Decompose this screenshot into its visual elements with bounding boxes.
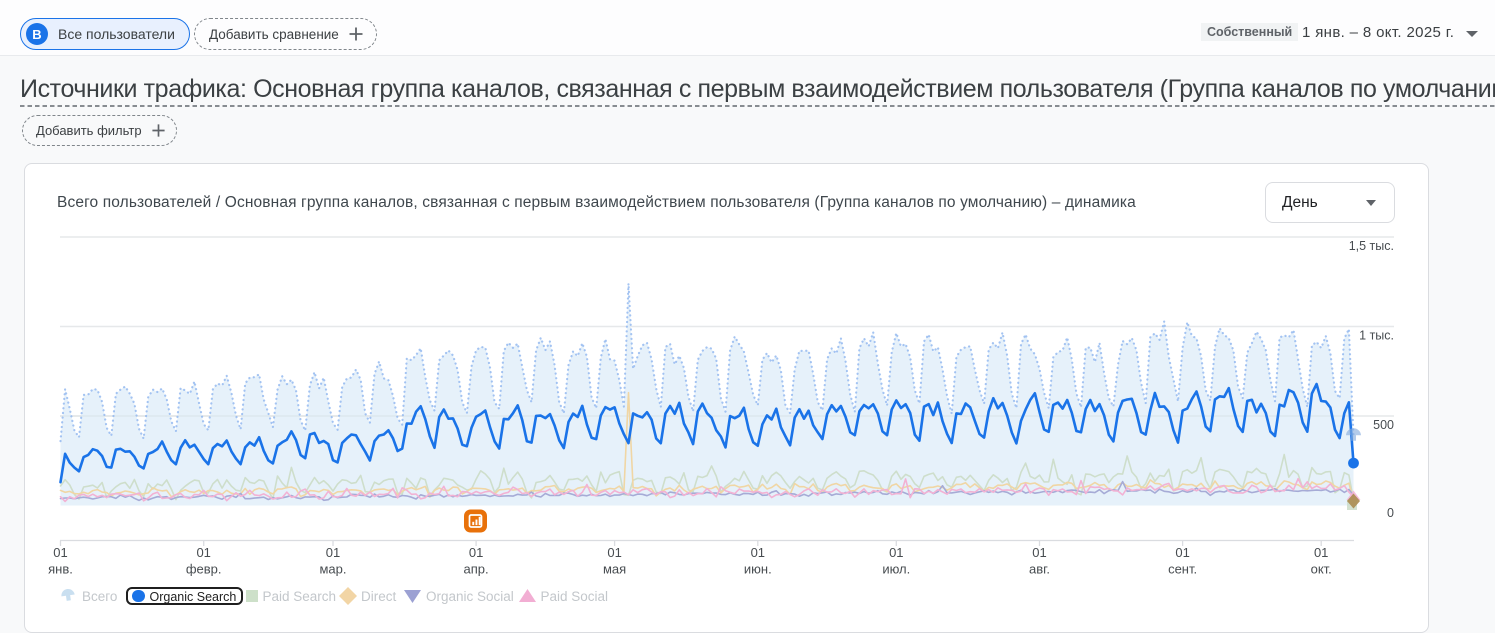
svg-text:01: 01 <box>196 545 210 560</box>
svg-text:авг.: авг. <box>1029 562 1050 577</box>
svg-text:сент.: сент. <box>1168 562 1197 577</box>
svg-text:апр.: апр. <box>464 562 489 577</box>
svg-text:01: 01 <box>607 545 621 560</box>
svg-text:июл.: июл. <box>882 562 910 577</box>
svg-text:окт.: окт. <box>1311 562 1332 577</box>
svg-text:01: 01 <box>889 545 903 560</box>
svg-text:01: 01 <box>1175 545 1189 560</box>
svg-text:1,5 тыс.: 1,5 тыс. <box>1349 239 1394 253</box>
svg-text:01: 01 <box>1032 545 1046 560</box>
svg-text:01: 01 <box>53 545 67 560</box>
svg-text:01: 01 <box>751 545 765 560</box>
svg-text:01: 01 <box>1314 545 1328 560</box>
svg-text:0: 0 <box>1387 506 1394 520</box>
svg-text:февр.: февр. <box>186 562 222 577</box>
svg-text:01: 01 <box>326 545 340 560</box>
svg-text:мар.: мар. <box>319 562 346 577</box>
svg-text:500: 500 <box>1373 418 1394 432</box>
svg-text:мая: мая <box>603 562 626 577</box>
svg-text:01: 01 <box>469 545 483 560</box>
svg-text:янв.: янв. <box>48 562 73 577</box>
svg-text:июн.: июн. <box>744 562 772 577</box>
svg-text:1 тыс.: 1 тыс. <box>1359 329 1394 343</box>
